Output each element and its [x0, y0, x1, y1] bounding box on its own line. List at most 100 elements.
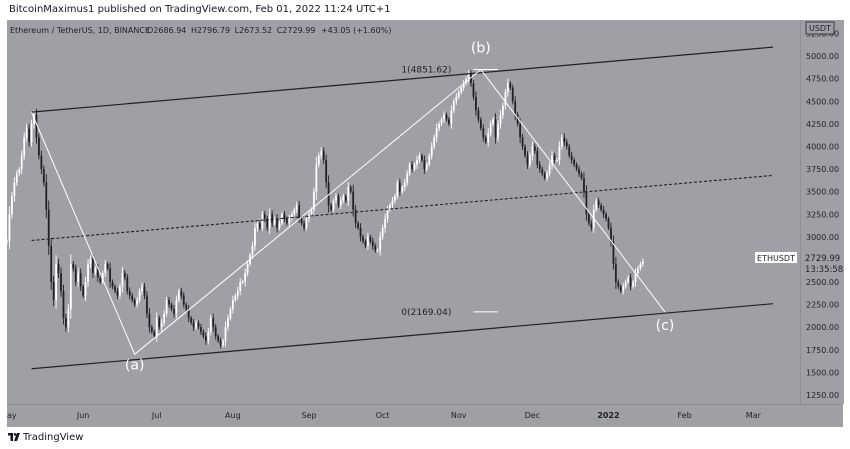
header-bar: BitcoinMaximus1 published on TradingView… [0, 0, 850, 20]
candle-body [484, 137, 487, 142]
candle-body [158, 318, 161, 328]
candle-body [293, 209, 296, 215]
candle-body [239, 282, 242, 292]
tradingview-logo-icon[interactable] [8, 433, 21, 444]
last-price-value: 2729.99 [805, 254, 840, 264]
candle-body [438, 123, 440, 129]
candle-body [109, 268, 112, 283]
y-tick-label: 1750.00 [806, 346, 839, 355]
candle-body [23, 137, 26, 156]
x-tick-label: Nov [451, 411, 467, 420]
candle-body [602, 209, 605, 215]
candle-body [583, 178, 585, 192]
candle-body [62, 291, 65, 319]
candle-body [470, 74, 472, 84]
candle-body [639, 263, 642, 269]
candle-body [450, 110, 453, 124]
candle-body [40, 155, 43, 170]
candle-body [121, 272, 124, 287]
fib-bottom-label: 0(2169.04) [401, 308, 451, 318]
candle-body [200, 327, 202, 332]
candle-body [406, 173, 409, 183]
time-axis[interactable] [7, 404, 843, 428]
candle-body [55, 263, 58, 301]
candle-body [165, 300, 168, 314]
candle-body [141, 286, 143, 292]
candle-body [170, 304, 173, 310]
candle-body [11, 196, 13, 215]
candle-body [241, 282, 244, 283]
price-axis[interactable] [800, 20, 844, 404]
candle-body [425, 164, 428, 170]
candle-body [629, 277, 632, 287]
channel-mid-line[interactable] [31, 174, 774, 242]
candle-body [13, 182, 16, 197]
candle-body [489, 123, 492, 133]
x-tick-label: Oct [376, 411, 390, 420]
candle-body [303, 223, 305, 228]
candle-body [227, 318, 229, 328]
publish-text: BitcoinMaximus1 published on TradingView… [9, 4, 391, 15]
candle-body [565, 141, 568, 147]
candle-body [448, 119, 450, 124]
candle-body [52, 282, 55, 301]
footer-brand[interactable]: TradingView [23, 432, 84, 443]
wave-path[interactable] [31, 68, 666, 356]
candle-body [585, 191, 588, 215]
candle-body [77, 272, 80, 283]
candle-body [173, 309, 175, 314]
fib-top-label: 1(4851.62) [401, 66, 451, 76]
candle-body [339, 200, 342, 206]
candle-body [435, 128, 438, 138]
candle-body [398, 182, 401, 192]
currency-badge[interactable]: USDT [805, 21, 835, 35]
y-tick-label: 5000.00 [806, 52, 839, 61]
candle-body [175, 300, 178, 314]
candle-body [359, 227, 362, 237]
footer: TradingView [0, 427, 850, 449]
candle-body [322, 151, 325, 161]
candle-body [300, 218, 303, 224]
candle-body [119, 286, 121, 296]
candle-body [394, 196, 396, 201]
c-label: C [277, 26, 283, 35]
candle-body [310, 209, 313, 215]
o-value: 2686.94 [153, 26, 186, 35]
candle-body [445, 114, 448, 120]
y-tick-label: 3000.00 [806, 233, 839, 242]
candle-body [276, 218, 278, 228]
candle-body [244, 272, 247, 283]
candle-body [504, 92, 507, 106]
candle-body [273, 218, 276, 224]
y-tick-label: 4250.00 [806, 120, 839, 129]
candle-body [416, 160, 418, 165]
candle-body [641, 261, 644, 264]
x-tick-label: ay [7, 411, 17, 420]
candle-body [315, 164, 318, 192]
candle-body [131, 295, 134, 301]
candle-body [558, 146, 561, 161]
candle-body [479, 119, 482, 129]
candle-body [295, 205, 298, 210]
channel-bottom-line[interactable] [31, 303, 774, 370]
candle-body [219, 340, 222, 346]
candle-body [617, 282, 620, 287]
candle-body [60, 272, 62, 292]
candle-body [150, 327, 153, 332]
x-tick-label: Aug [225, 411, 241, 420]
candle-body [514, 101, 517, 115]
candle-body [440, 119, 443, 124]
candle-body [6, 241, 8, 243]
candle-body [128, 291, 131, 296]
candle-body [477, 110, 480, 120]
candle-body [8, 214, 11, 242]
candle-body [256, 223, 259, 228]
candle-body [472, 83, 475, 97]
candle-body [344, 196, 347, 201]
candle-body [516, 114, 519, 124]
channel-top-line[interactable] [31, 46, 774, 113]
wave-label-c: (c) [656, 318, 675, 334]
chart-panel[interactable] [7, 20, 809, 404]
symbol-line: Ethereum / TetherUS, 1D, BINANCE [10, 26, 150, 35]
